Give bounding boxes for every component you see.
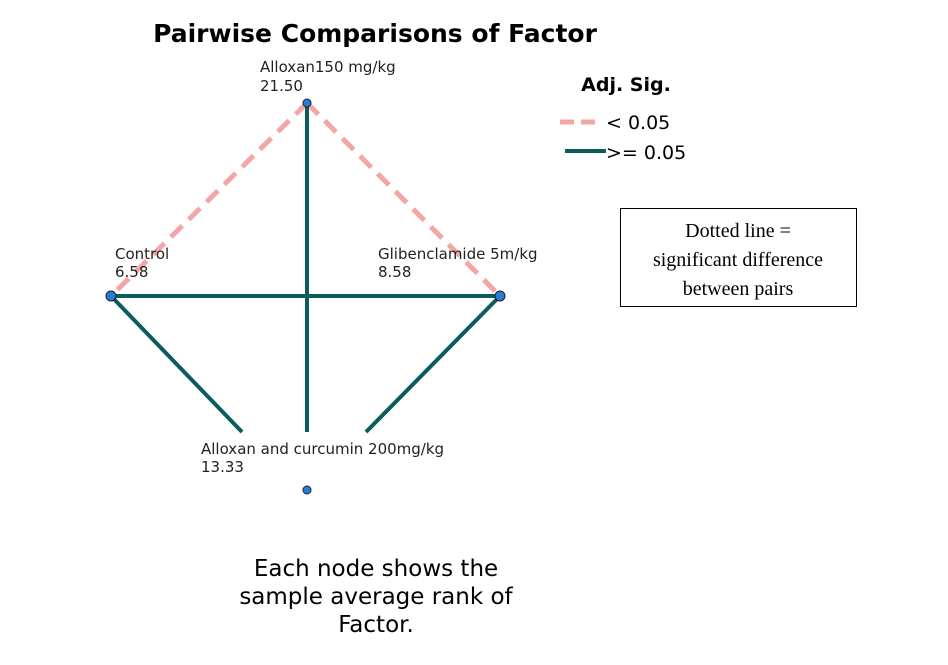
note-line: between pairs [683,278,794,300]
node [302,485,312,495]
edge [364,294,502,434]
note-line: Dotted line = [685,220,791,242]
node-label: Alloxan150 mg/kg [260,58,396,76]
edge-significant [109,101,309,298]
legend-title: Adj. Sig. [581,74,671,96]
legend-item: >= 0.05 [606,142,686,164]
node [494,290,506,302]
node-rank: 21.50 [260,77,303,95]
node-label: Alloxan and curcumin 200mg/kg [201,440,444,458]
note-line: significant difference [653,249,823,271]
node-rank: 6.58 [115,263,148,281]
node-label: Control [115,245,169,263]
edge [109,294,244,434]
node-rank: 8.58 [378,263,411,281]
note-box [620,208,857,307]
edge-significant [305,101,502,298]
node-label: Glibenclamide 5m/kg [378,245,538,263]
node-rank: 13.33 [201,458,244,476]
legend-item: < 0.05 [606,112,670,134]
node [105,290,117,302]
title: Pairwise Comparisons of Factor [153,19,597,48]
footer-line: Each node shows the [254,556,498,582]
footer-line: sample average rank of [239,584,513,610]
node [302,98,312,108]
footer-line: Factor. [338,612,414,638]
